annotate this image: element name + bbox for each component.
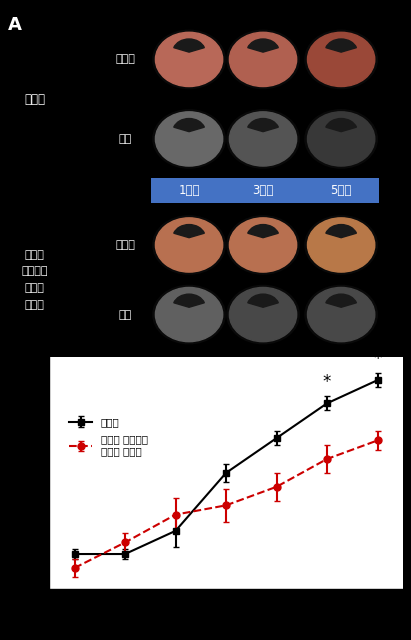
Circle shape <box>307 32 375 86</box>
X-axis label: 대장암세포 이식 후 관찰 기간 (일): 대장암세포 이식 후 관찰 기간 (일) <box>166 617 286 630</box>
Legend: 대조군, 비박피 프락셔널
레이저 조사군: 대조군, 비박피 프락셔널 레이저 조사군 <box>65 413 152 460</box>
Wedge shape <box>326 39 356 52</box>
Wedge shape <box>174 118 204 132</box>
Text: 백색광: 백색광 <box>115 54 135 65</box>
Circle shape <box>227 30 299 88</box>
Text: A: A <box>8 17 22 35</box>
Text: B: B <box>0 343 7 361</box>
Text: 1일차: 1일차 <box>178 184 200 196</box>
Circle shape <box>227 216 299 274</box>
Circle shape <box>229 287 297 342</box>
FancyBboxPatch shape <box>151 178 379 203</box>
Wedge shape <box>174 39 204 52</box>
Text: 대조군: 대조군 <box>24 93 46 106</box>
Text: *: * <box>323 373 331 391</box>
Circle shape <box>155 218 223 272</box>
Circle shape <box>155 112 223 166</box>
Text: 형광: 형광 <box>119 134 132 144</box>
Circle shape <box>155 287 223 342</box>
Circle shape <box>305 285 377 344</box>
Text: *: * <box>373 349 382 367</box>
Circle shape <box>227 110 299 168</box>
Circle shape <box>153 216 225 274</box>
Text: 백색광: 백색광 <box>115 240 135 250</box>
Wedge shape <box>326 118 356 132</box>
Wedge shape <box>248 225 278 237</box>
Text: 레이저: 레이저 <box>25 283 45 293</box>
Circle shape <box>229 32 297 86</box>
Y-axis label: 종
양
크
기
변
화: 종 양 크 기 변 화 <box>22 421 29 524</box>
Wedge shape <box>248 294 278 307</box>
Circle shape <box>305 30 377 88</box>
Text: 프락셔널: 프락셔널 <box>22 266 48 276</box>
Circle shape <box>153 110 225 168</box>
Circle shape <box>227 285 299 344</box>
Wedge shape <box>174 225 204 237</box>
Text: 비박피: 비박피 <box>25 250 45 260</box>
Circle shape <box>229 218 297 272</box>
Circle shape <box>155 32 223 86</box>
Circle shape <box>229 112 297 166</box>
Text: 5일차: 5일차 <box>330 184 352 196</box>
Wedge shape <box>248 118 278 132</box>
Text: 조사군: 조사군 <box>25 300 45 310</box>
Text: 3일차: 3일차 <box>252 184 274 196</box>
Text: 형광: 형광 <box>119 310 132 319</box>
Wedge shape <box>174 294 204 307</box>
Circle shape <box>153 30 225 88</box>
Circle shape <box>153 285 225 344</box>
Circle shape <box>305 110 377 168</box>
Wedge shape <box>326 294 356 307</box>
Wedge shape <box>326 225 356 237</box>
Circle shape <box>307 218 375 272</box>
Wedge shape <box>248 39 278 52</box>
Circle shape <box>307 287 375 342</box>
Circle shape <box>307 112 375 166</box>
Circle shape <box>305 216 377 274</box>
